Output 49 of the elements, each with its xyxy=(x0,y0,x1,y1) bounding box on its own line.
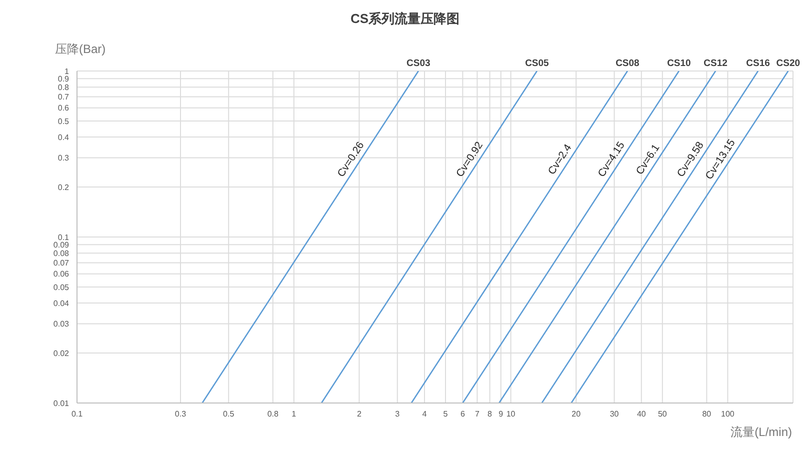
x-axis-title: 流量(L/min) xyxy=(730,424,792,441)
x-tick-label: 0.8 xyxy=(267,410,279,419)
x-tick-label: 4 xyxy=(422,410,428,419)
y-tick-label: 0.8 xyxy=(58,82,70,92)
y-tick-label: 0.08 xyxy=(53,248,70,258)
chart-title: CS系列流量压降图 xyxy=(349,10,461,28)
y-axis-title: 压降(Bar) xyxy=(55,41,106,58)
y-tick-label: 0.06 xyxy=(53,270,70,279)
y-tick-label: 0.05 xyxy=(53,282,70,292)
series-label: CS20 xyxy=(776,58,800,69)
series-label: CS03 xyxy=(406,58,430,69)
y-tick-label: 0.02 xyxy=(53,348,70,358)
x-tick-label: 1 xyxy=(292,410,297,419)
y-tick-label: 0.3 xyxy=(58,154,70,163)
x-tick-label: 80 xyxy=(702,410,712,419)
x-tick-label: 10 xyxy=(506,410,516,419)
y-tick-label: 1 xyxy=(64,66,70,76)
x-tick-label: 20 xyxy=(572,410,582,419)
series-label: CS08 xyxy=(616,58,640,69)
y-tick-label: 0.01 xyxy=(53,398,70,408)
x-tick-label: 0.5 xyxy=(223,410,235,419)
x-tick-label: 50 xyxy=(658,410,668,419)
x-tick-label: 3 xyxy=(395,410,400,419)
y-tick-label: 0.07 xyxy=(53,258,70,268)
y-tick-label: 0.2 xyxy=(58,182,70,192)
x-tick-label: 30 xyxy=(610,410,620,419)
series-label: CS10 xyxy=(667,58,691,69)
y-tick-label: 0.4 xyxy=(58,132,70,142)
x-tick-label: 9 xyxy=(498,410,504,419)
series-label: CS05 xyxy=(525,58,550,69)
y-tick-label: 0.6 xyxy=(58,104,70,113)
x-tick-label: 7 xyxy=(474,410,480,419)
y-tick-label: 0.7 xyxy=(58,92,70,102)
series-label: CS16 xyxy=(746,58,770,69)
y-tick-label: 0.5 xyxy=(58,116,70,126)
y-tick-label: 0.1 xyxy=(58,232,70,242)
x-tick-label: 0.1 xyxy=(71,410,84,419)
x-tick-label: 2 xyxy=(356,410,362,419)
x-tick-label: 0.3 xyxy=(174,410,187,419)
y-tick-label: 0.04 xyxy=(53,298,70,308)
x-tick-label: 100 xyxy=(721,410,735,419)
x-tick-label: 40 xyxy=(636,410,646,419)
x-tick-label: 5 xyxy=(443,410,448,419)
x-tick-label: 6 xyxy=(460,410,466,419)
y-tick-label: 0.09 xyxy=(53,240,70,250)
y-tick-label: 0.03 xyxy=(53,320,70,329)
series-label: CS12 xyxy=(704,58,728,69)
x-tick-label: 8 xyxy=(488,410,493,419)
y-tick-label: 0.9 xyxy=(58,74,70,84)
